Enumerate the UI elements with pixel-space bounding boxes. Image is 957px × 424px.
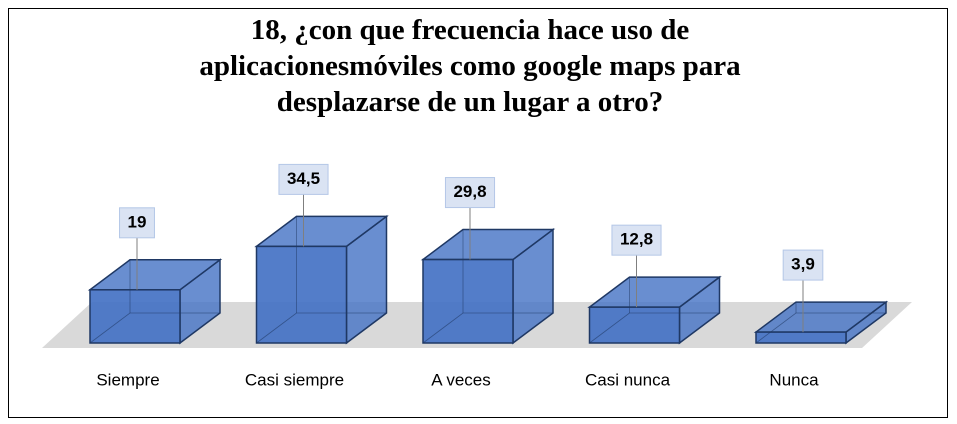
data-label-box	[278, 163, 329, 195]
bar-front	[89, 289, 181, 344]
data-label: 3,9	[791, 255, 815, 274]
data-label-box	[119, 207, 155, 239]
x-tick-label: Casi nunca	[585, 370, 671, 389]
chart-title: 18, ¿con que frecuencia hace uso de apli…	[199, 14, 741, 118]
data-label: 12,8	[620, 230, 653, 249]
bar	[254, 214, 389, 345]
data-label: 29,8	[453, 182, 486, 201]
data-label: 34,5	[287, 169, 320, 188]
bar	[753, 300, 889, 345]
bar	[420, 228, 556, 345]
data-label-box	[444, 177, 496, 209]
x-tick-label: Siempre	[96, 370, 159, 389]
data-label-box	[611, 224, 662, 256]
bar	[587, 275, 722, 345]
bar	[87, 258, 223, 345]
bar-front	[755, 331, 847, 344]
bar-front	[588, 306, 681, 344]
bar-front	[422, 258, 514, 344]
chart-frame	[8, 8, 948, 418]
data-label: 19	[128, 212, 147, 231]
x-tick-label: Nunca	[769, 370, 819, 389]
data-label-box	[782, 249, 824, 281]
x-tick-label: Casi siempre	[245, 370, 344, 389]
x-tick-label: A veces	[431, 370, 491, 389]
bar-front	[255, 245, 348, 344]
